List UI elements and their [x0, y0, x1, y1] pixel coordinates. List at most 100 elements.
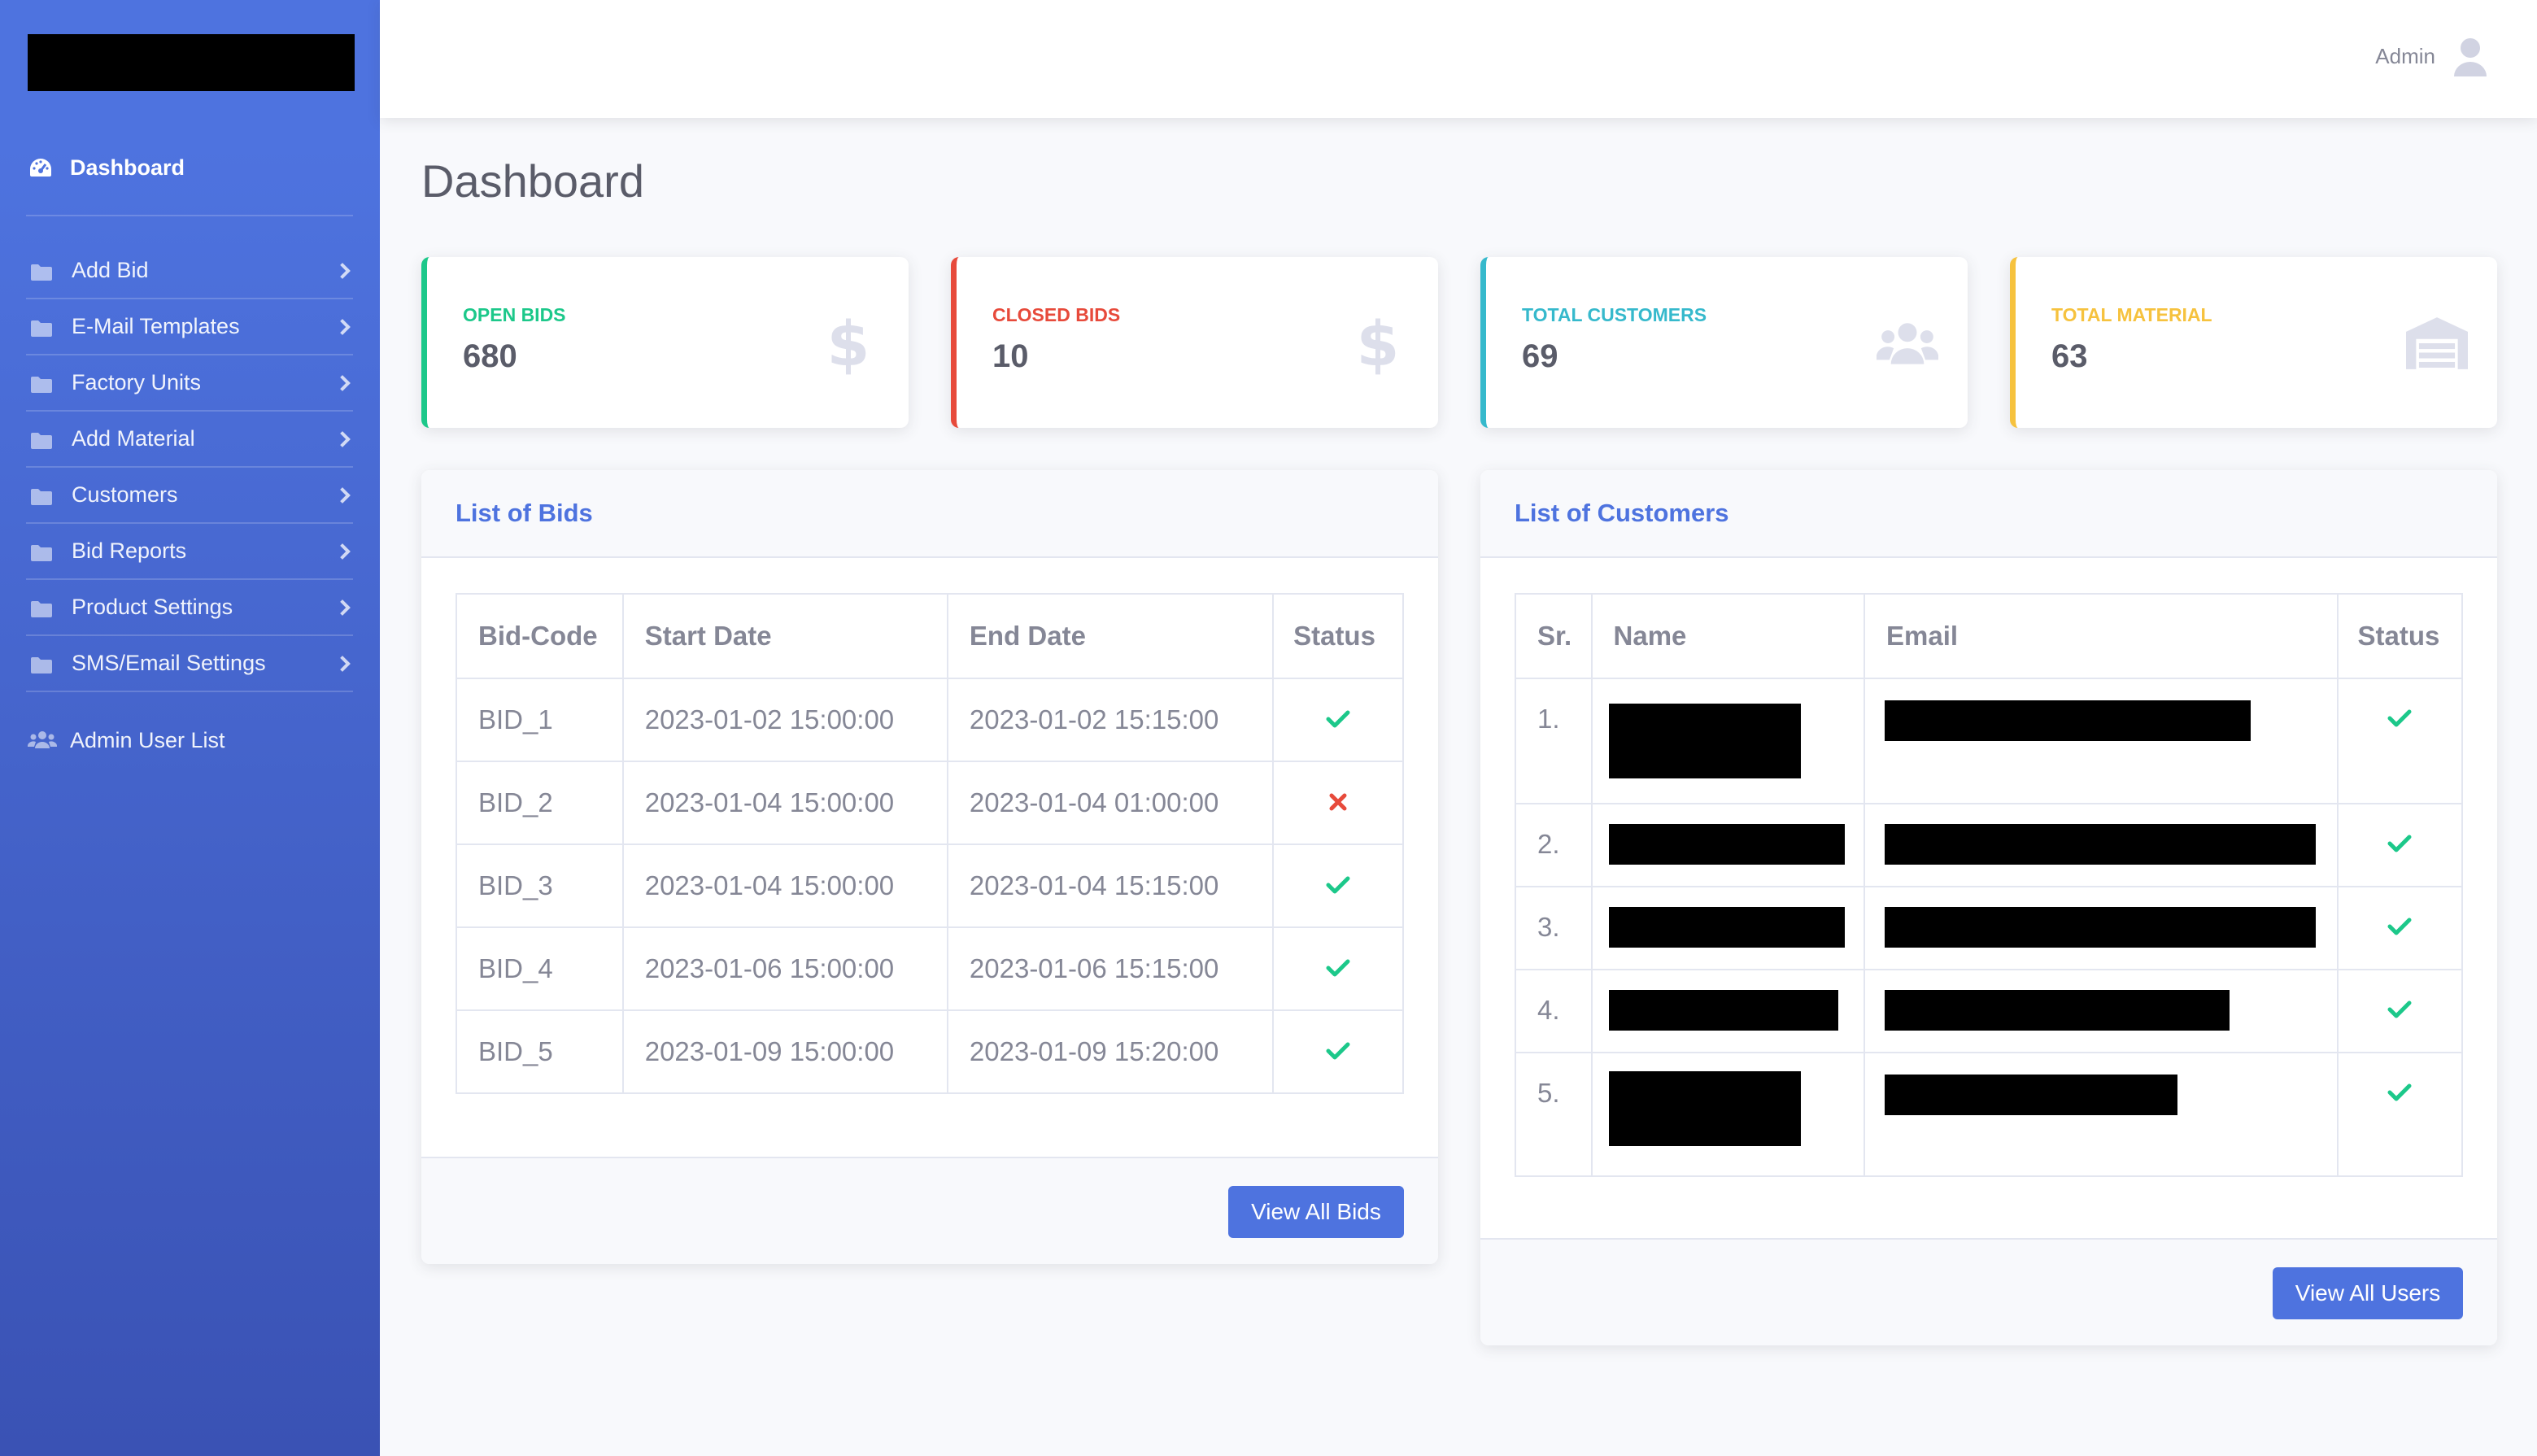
- stat-card-closed-bids: CLOSED BIDS 10 $: [951, 257, 1438, 428]
- redacted-email: [1885, 1075, 2178, 1115]
- sidebar-item-customers[interactable]: Customers: [26, 468, 353, 524]
- check-icon: [1326, 1036, 1350, 1066]
- bids-panel-footer: View All Bids: [421, 1157, 1438, 1264]
- chevron-right-icon: [334, 262, 351, 279]
- bid-end-date: 2023-01-04 15:15:00: [946, 844, 1275, 928]
- chevron-right-icon: [334, 655, 351, 672]
- page-title: Dashboard: [421, 155, 644, 207]
- bid-code: BID_2: [456, 761, 624, 845]
- customer-sr: 1.: [1515, 678, 1593, 804]
- users-icon: [27, 729, 58, 752]
- tachometer-icon: [28, 156, 54, 179]
- sidebar-item-factory-units[interactable]: Factory Units: [26, 355, 353, 412]
- sidebar-item-bid-reports[interactable]: Bid Reports: [26, 524, 353, 580]
- check-icon: [2387, 995, 2412, 1025]
- status-cell: [2336, 1052, 2464, 1177]
- sidebar-item-admin-user-list[interactable]: Admin User List: [27, 724, 225, 756]
- topbar: Admin: [380, 0, 2537, 118]
- users-icon: [1877, 312, 1938, 374]
- table-row[interactable]: BID_3 2023-01-04 15:00:00 2023-01-04 15:…: [456, 844, 1404, 928]
- folder-icon: [29, 543, 54, 561]
- user-avatar-icon[interactable]: [2452, 37, 2488, 78]
- bid-end-date: 2023-01-02 15:15:00: [946, 678, 1275, 762]
- column-header[interactable]: End Date: [946, 593, 1275, 679]
- sidebar-item-label: Admin User List: [70, 727, 225, 752]
- column-header[interactable]: Status: [1272, 593, 1404, 679]
- customer-name: [1590, 969, 1866, 1053]
- bids-panel: List of Bids Bid-Code Start Date End Dat…: [421, 470, 1438, 1264]
- bid-end-date: 2023-01-04 01:00:00: [946, 761, 1275, 845]
- customer-email: [1864, 803, 2339, 887]
- sidebar: Dashboard Add Bid E-Mail Templates Facto…: [0, 0, 380, 1456]
- dollar-icon: $: [826, 307, 870, 380]
- redacted-name: [1608, 704, 1801, 778]
- user-name[interactable]: Admin: [2375, 44, 2435, 68]
- table-row[interactable]: BID_1 2023-01-02 15:00:00 2023-01-02 15:…: [456, 678, 1404, 762]
- table-row[interactable]: BID_4 2023-01-06 15:00:00 2023-01-06 15:…: [456, 926, 1404, 1011]
- column-header[interactable]: Bid-Code: [456, 593, 624, 679]
- status-cell: [1272, 926, 1404, 1011]
- table-row[interactable]: 3.: [1515, 886, 2464, 970]
- sidebar-item-label: Add Material: [72, 426, 195, 451]
- folder-icon: [29, 430, 54, 449]
- stat-label: CLOSED BIDS: [992, 304, 1121, 325]
- column-header[interactable]: Status: [2336, 593, 2464, 679]
- stat-value: 69: [1522, 338, 1558, 374]
- customer-sr: 5.: [1515, 1052, 1593, 1177]
- customer-email: [1864, 678, 2339, 804]
- chevron-right-icon: [334, 543, 351, 560]
- bid-end-date: 2023-01-06 15:15:00: [946, 926, 1275, 1011]
- bid-code: BID_4: [456, 926, 624, 1011]
- table-row[interactable]: 1.: [1515, 678, 2464, 804]
- sidebar-menu: Add Bid E-Mail Templates Factory Units A…: [26, 243, 353, 692]
- sidebar-item-sms-email-settings[interactable]: SMS/Email Settings: [26, 636, 353, 692]
- stat-label: TOTAL MATERIAL: [2051, 304, 2212, 325]
- stat-card-total-customers: TOTAL CUSTOMERS 69: [1480, 257, 1968, 428]
- sidebar-item-label: Dashboard: [70, 155, 185, 180]
- redacted-name: [1608, 907, 1845, 948]
- brand-logo-redacted[interactable]: [28, 34, 355, 91]
- table-row[interactable]: 4.: [1515, 969, 2464, 1053]
- column-header[interactable]: Name: [1590, 593, 1866, 679]
- sidebar-item-product-settings[interactable]: Product Settings: [26, 580, 353, 636]
- folder-icon: [29, 655, 54, 674]
- sidebar-item-label: SMS/Email Settings: [72, 651, 266, 675]
- column-header[interactable]: Start Date: [621, 593, 948, 679]
- view-all-users-button[interactable]: View All Users: [2273, 1267, 2463, 1319]
- customers-panel-header: List of Customers: [1480, 470, 2497, 558]
- sidebar-item-dashboard[interactable]: Dashboard: [28, 151, 185, 184]
- view-all-bids-button[interactable]: View All Bids: [1228, 1186, 1404, 1238]
- stat-card-total-material: TOTAL MATERIAL 63: [2010, 257, 2497, 428]
- sidebar-item-label: Factory Units: [72, 370, 202, 395]
- chevron-right-icon: [334, 430, 351, 447]
- stat-value: 680: [463, 338, 517, 374]
- stat-value: 63: [2051, 338, 2088, 374]
- bid-start-date: 2023-01-09 15:00:00: [621, 1009, 948, 1094]
- status-cell: [2336, 803, 2464, 887]
- folder-icon: [29, 599, 54, 617]
- customer-email: [1864, 1052, 2339, 1177]
- stat-card-open-bids: OPEN BIDS 680 $: [421, 257, 909, 428]
- redacted-name: [1608, 1071, 1801, 1146]
- sidebar-item-add-material[interactable]: Add Material: [26, 412, 353, 468]
- column-header[interactable]: Sr.: [1515, 593, 1593, 679]
- table-row[interactable]: BID_5 2023-01-09 15:00:00 2023-01-09 15:…: [456, 1009, 1404, 1094]
- table-row[interactable]: 2.: [1515, 803, 2464, 887]
- column-header[interactable]: Email: [1864, 593, 2339, 679]
- customer-name: [1590, 678, 1866, 804]
- bid-start-date: 2023-01-04 15:00:00: [621, 761, 948, 845]
- stat-label: OPEN BIDS: [463, 304, 566, 325]
- warehouse-icon: [2406, 312, 2468, 374]
- customer-name: [1590, 803, 1866, 887]
- customer-sr: 3.: [1515, 886, 1593, 970]
- customer-name: [1590, 886, 1866, 970]
- table-row[interactable]: BID_2 2023-01-04 15:00:00 2023-01-04 01:…: [456, 761, 1404, 845]
- cross-icon: [1328, 787, 1348, 817]
- bid-code: BID_3: [456, 844, 624, 928]
- sidebar-item-add-bid[interactable]: Add Bid: [26, 243, 353, 299]
- sidebar-item-email-templates[interactable]: E-Mail Templates: [26, 299, 353, 355]
- check-icon: [1326, 953, 1350, 983]
- bids-panel-title: List of Bids: [456, 499, 593, 527]
- customer-email: [1864, 886, 2339, 970]
- table-row[interactable]: 5.: [1515, 1052, 2464, 1177]
